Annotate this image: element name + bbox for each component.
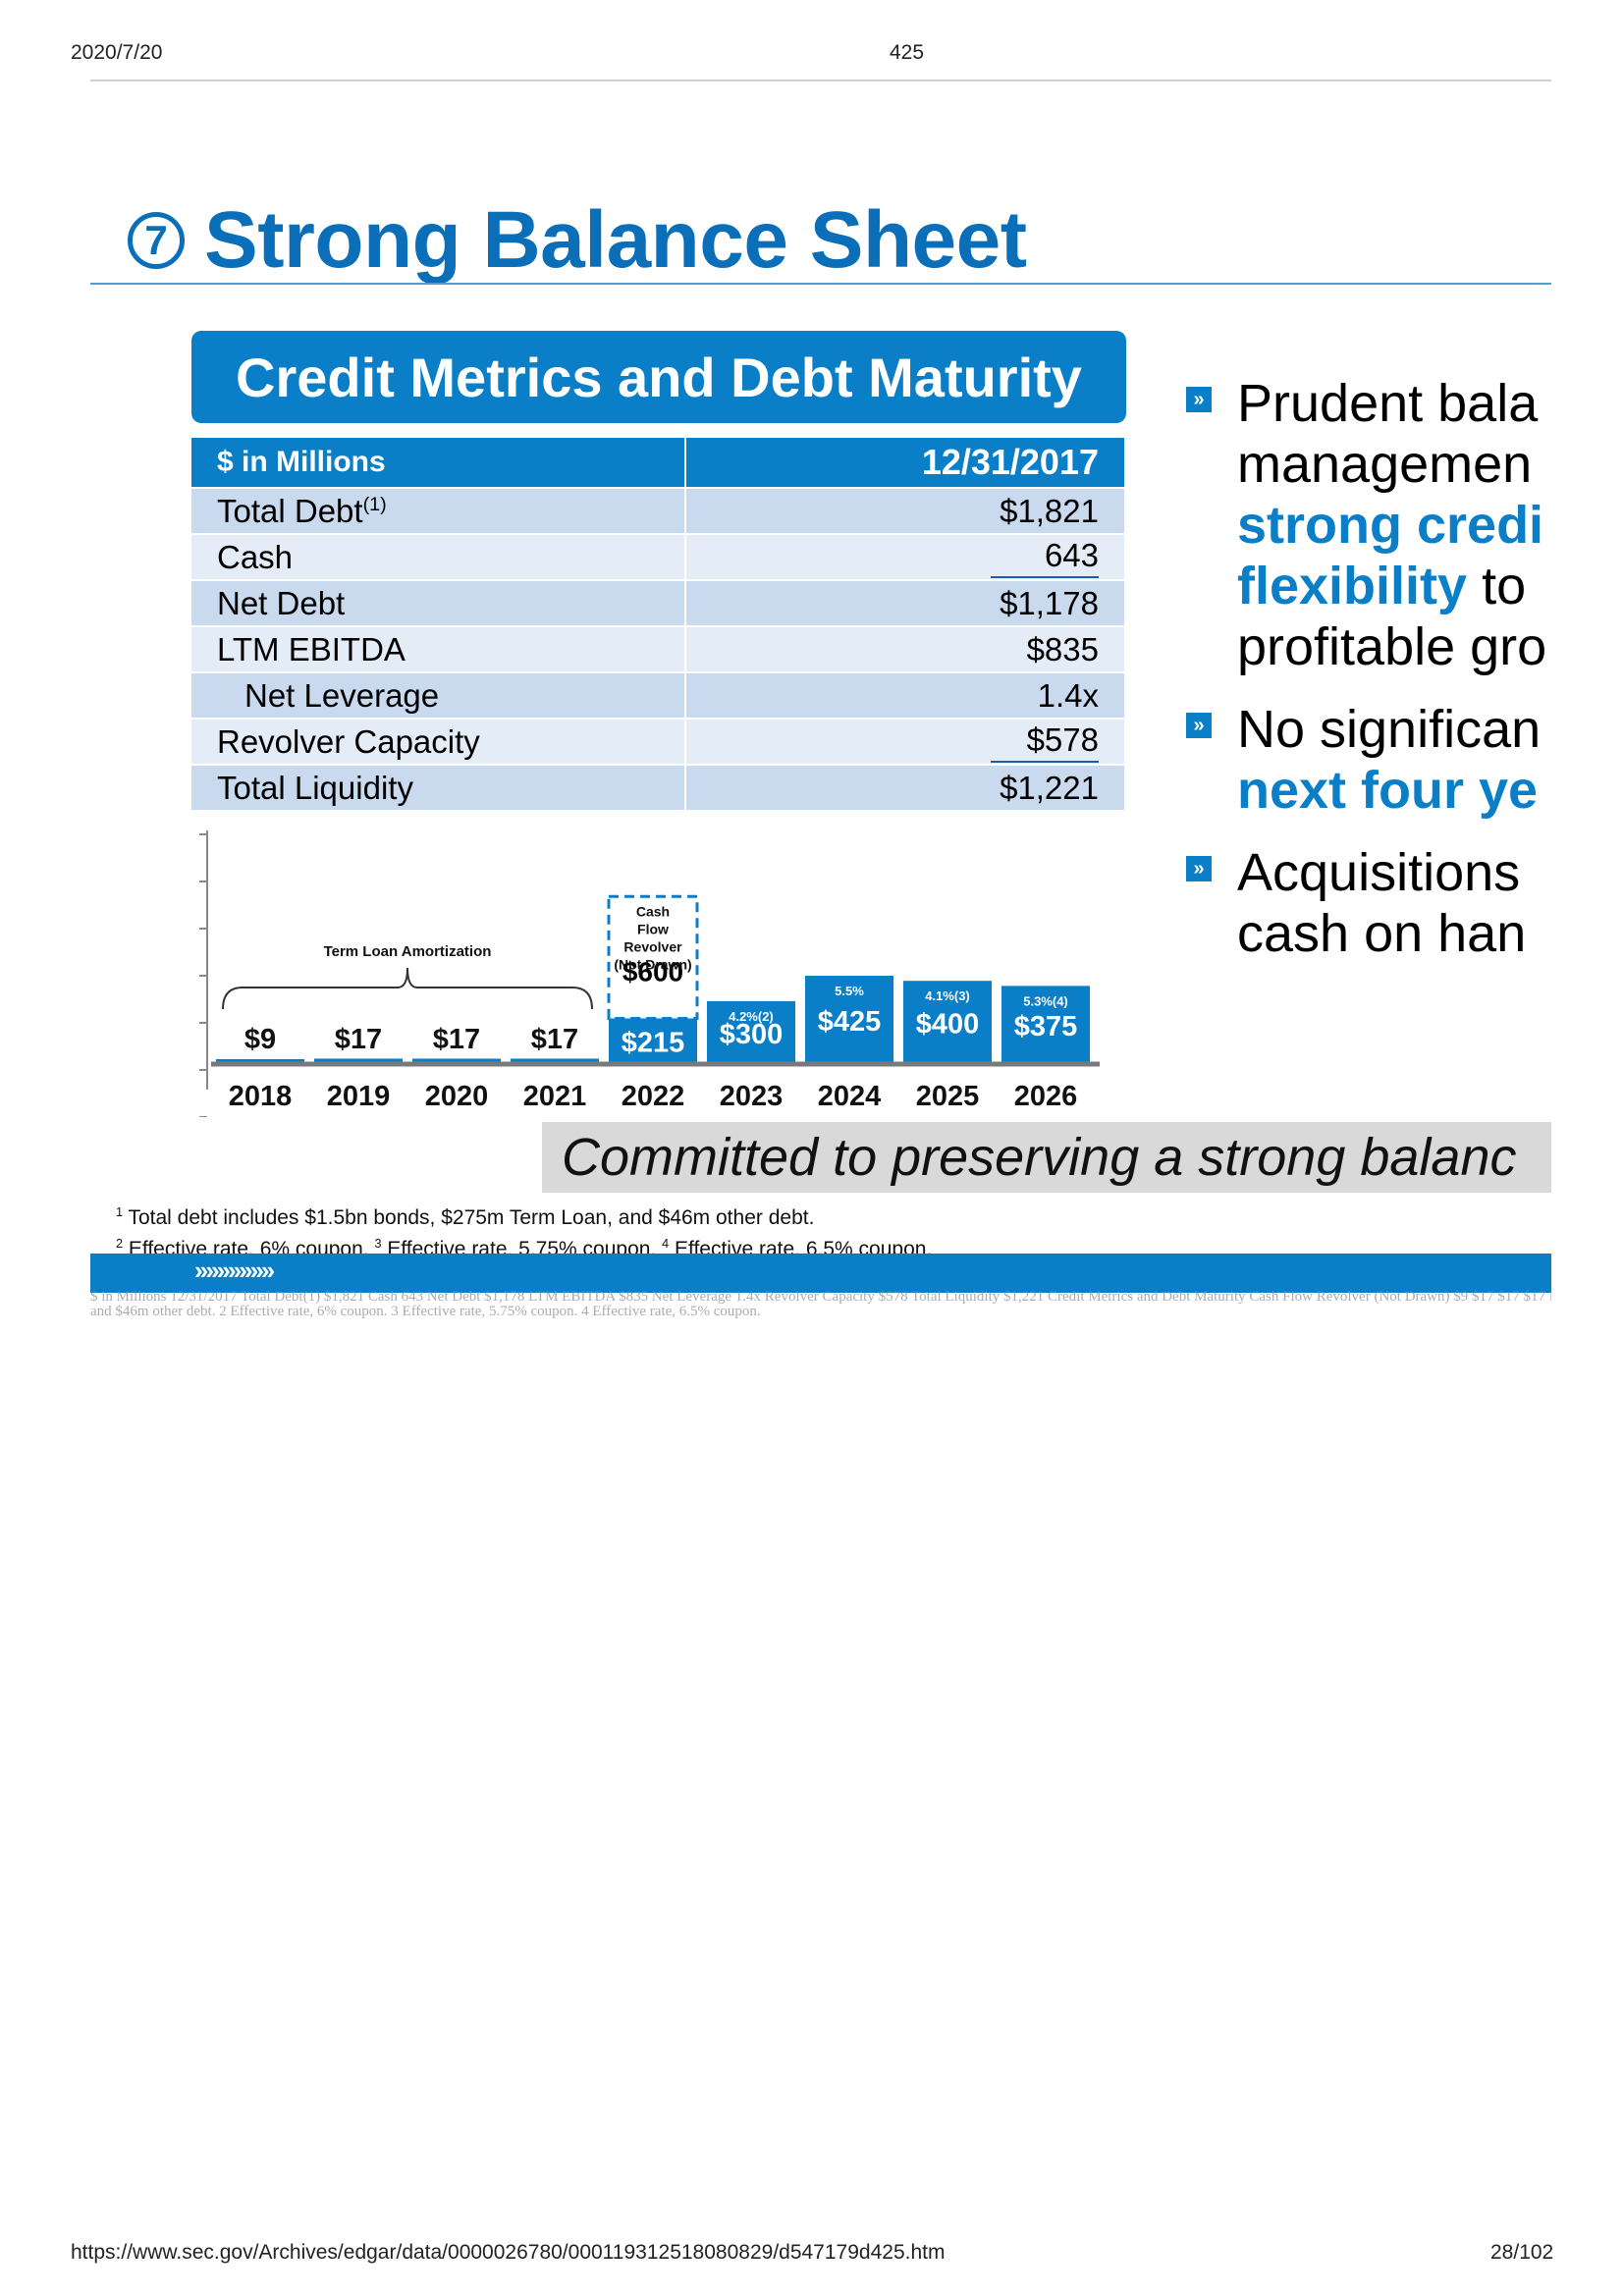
chevron-bullet-icon: »: [1186, 713, 1212, 738]
data-label-2020: $17: [433, 1024, 480, 1055]
x-tick-label-2022: 2022: [622, 1081, 685, 1112]
data-label-2024: $425: [818, 1006, 882, 1038]
bar-2026: [1001, 986, 1090, 1062]
data-label-2021: $17: [531, 1024, 578, 1055]
term-loan-annotation: Term Loan Amortization: [324, 943, 492, 960]
row-value: 643: [685, 534, 1124, 581]
bar-2025: [903, 981, 992, 1062]
data-label-2023: $300: [720, 1019, 784, 1050]
table-row: Net Leverage 1.4x: [191, 672, 1124, 720]
table-row: Net Debt $1,178: [191, 580, 1124, 627]
title-rule: [90, 283, 1551, 285]
x-tick-label-2019: 2019: [327, 1081, 391, 1112]
slide-title: Strong Balance Sheet: [204, 195, 1027, 285]
row-value: 1.4x: [685, 672, 1124, 720]
bullet-item: » No significan next four ye: [1186, 699, 1551, 821]
table-row: Cash 643: [191, 534, 1124, 581]
data-label-2022: $215: [622, 1028, 685, 1059]
data-label-2025: $400: [916, 1009, 980, 1041]
print-url: https://www.sec.gov/Archives/edgar/data/…: [71, 2241, 946, 2264]
table-row: Total Debt(1) $1,821: [191, 488, 1124, 535]
row-label: Net Leverage: [191, 672, 686, 720]
x-tick-label-2018: 2018: [229, 1081, 293, 1112]
rate-label-2023: 4.2%(2): [729, 1009, 774, 1024]
bar-2020: [412, 1058, 501, 1062]
header-rule: [90, 80, 1551, 81]
revolver-note: Revolver: [623, 938, 682, 954]
print-page-count: 28/102: [1490, 2241, 1554, 2264]
bullet-item: » Prudent bala managemen strong credi fl…: [1186, 373, 1551, 677]
slide-bottom-bar: [90, 1254, 1551, 1293]
rate-label-2025: 4.1%(3): [925, 988, 970, 1003]
commitment-banner: Committed to preserving a strong balanc: [542, 1122, 1551, 1193]
slide-title-row: 7 Strong Balance Sheet: [128, 187, 1027, 294]
table-header-label: $ in Millions: [191, 438, 686, 489]
revolver-value-label: $600: [622, 956, 683, 987]
bullet-list: » Prudent bala managemen strong credi fl…: [1186, 373, 1551, 964]
row-label: Total Liquidity: [191, 765, 686, 812]
table-header-row: $ in Millions 12/31/2017: [191, 438, 1124, 489]
row-value: $1,821: [685, 488, 1124, 535]
hidden-text-layer: $ in Millions 12/31/2017 Total Debt(1) $…: [90, 1290, 1551, 1319]
row-value: $1,178: [685, 580, 1124, 627]
row-value: $1,221: [685, 765, 1124, 812]
data-label-2026: $375: [1014, 1011, 1078, 1042]
table-row: LTM EBITDA $835: [191, 626, 1124, 673]
row-label: Total Debt(1): [191, 488, 686, 535]
bar-2022: [609, 1018, 697, 1062]
row-label: Revolver Capacity: [191, 719, 686, 766]
table-row: Revolver Capacity $578: [191, 719, 1124, 766]
revolver-note: Cash: [636, 903, 670, 919]
section-number-badge: 7: [128, 212, 185, 269]
table-header-date: 12/31/2017: [685, 438, 1124, 489]
bar-2021: [511, 1058, 599, 1062]
chevron-strip: ››››››››››››››: [194, 1255, 275, 1285]
bar-2023: [707, 1000, 795, 1062]
x-tick-label-2023: 2023: [720, 1081, 784, 1112]
revolver-bar-2022: [607, 894, 699, 1020]
table-row: Total Liquidity $1,221: [191, 765, 1124, 812]
chevron-bullet-icon: »: [1186, 856, 1212, 881]
data-label-2019: $17: [335, 1024, 382, 1055]
row-label: Cash: [191, 534, 686, 581]
rate-label-2024: 5.5%: [835, 984, 864, 998]
x-tick-label-2021: 2021: [523, 1081, 587, 1112]
print-date: 2020/7/20: [71, 41, 163, 64]
debt-maturity-chart: $9 2018 $17 2019 $17 2020 $17 2021 $600 Cash Flow R…: [199, 830, 1100, 1117]
row-label: Net Debt: [191, 580, 686, 627]
bar-2018: [216, 1059, 304, 1062]
bar-2019: [314, 1058, 403, 1062]
chevron-bullet-icon: »: [1186, 387, 1212, 412]
bar-2024: [805, 976, 893, 1062]
credit-metrics-table: $ in Millions 12/31/2017 Total Debt(1) $…: [191, 438, 1124, 812]
data-label-2018: $9: [244, 1024, 276, 1055]
rate-label-2026: 5.3%(4): [1023, 993, 1068, 1008]
term-loan-brace: [222, 967, 593, 1010]
bullet-item: » Acquisitions cash on han: [1186, 842, 1551, 964]
row-value: $578: [685, 719, 1124, 766]
x-tick-label-2024: 2024: [818, 1081, 882, 1112]
revolver-note: (Not Drawn): [614, 956, 691, 972]
footnote-1: 1 Total debt includes $1.5bn bonds, $275…: [116, 1205, 815, 1229]
row-value: $835: [685, 626, 1124, 673]
x-tick-label-2025: 2025: [916, 1081, 980, 1112]
x-tick-label-2026: 2026: [1014, 1081, 1078, 1112]
x-tick-label-2020: 2020: [425, 1081, 489, 1112]
panel-title: Credit Metrics and Debt Maturity: [191, 331, 1126, 423]
revolver-note: Flow: [637, 921, 669, 936]
row-label: LTM EBITDA: [191, 626, 686, 673]
print-page-number: 425: [890, 41, 925, 64]
